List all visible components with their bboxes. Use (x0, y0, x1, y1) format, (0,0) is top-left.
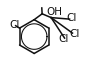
Text: OH: OH (47, 7, 63, 17)
Text: Cl: Cl (9, 20, 20, 30)
Text: Cl: Cl (58, 34, 68, 44)
Text: Cl: Cl (69, 29, 79, 39)
Text: Cl: Cl (66, 13, 76, 23)
